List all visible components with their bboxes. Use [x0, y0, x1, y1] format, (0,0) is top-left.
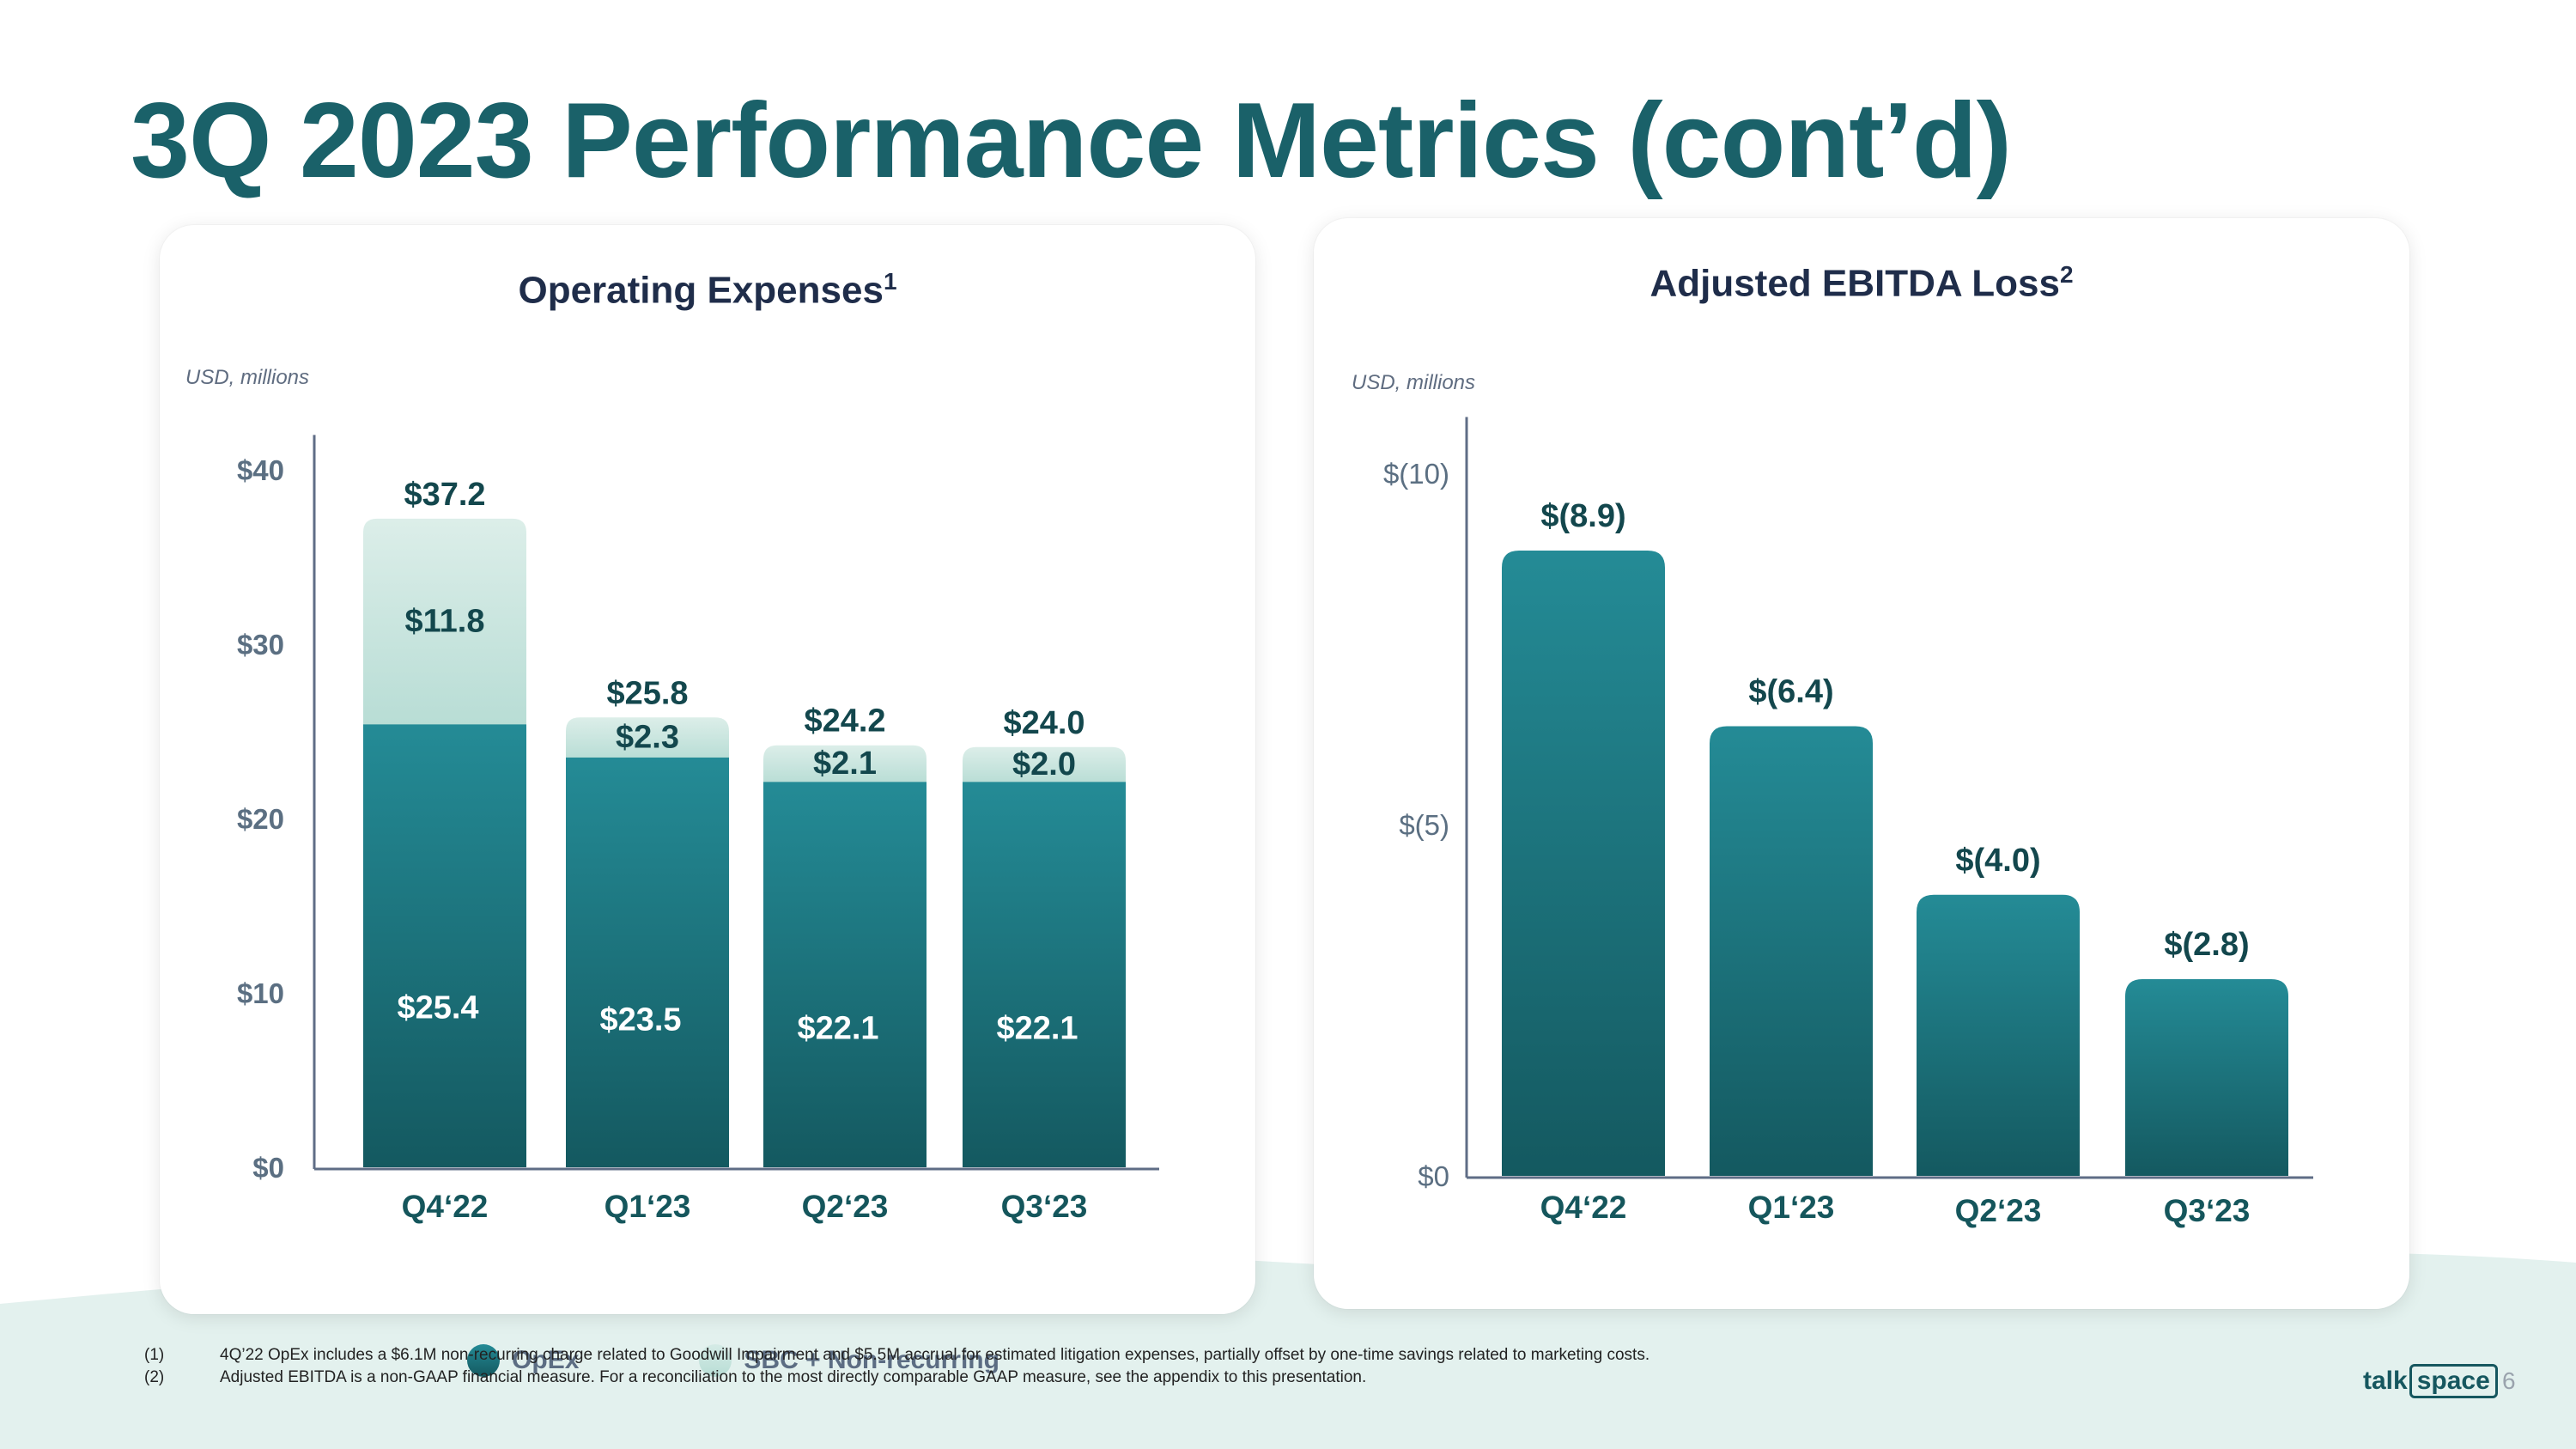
opex-bar [363, 724, 526, 1167]
legend-item-sbc: SBC + Non-recurring [699, 1342, 999, 1379]
opex-bar [566, 757, 729, 1167]
ebitda-bar [1917, 894, 2080, 1176]
ebitda-unit-label: USD, millions [1352, 371, 1476, 394]
total-value-label: $25.8 [606, 675, 688, 711]
ebitda-chart: $0 $(5) $(10) $(8.9) Q4‘22 $(6.4) Q1‘23 $(4.0) Q… [1383, 417, 2313, 1228]
sbc-bar [763, 745, 927, 784]
opex-chart-title: Operating Expenses1 [160, 268, 1255, 313]
page-title: 3Q 2023 Performance Metrics (cont’d) [131, 82, 2012, 200]
total-value-label: $37.2 [404, 477, 485, 513]
ebitda-chart-title: Adjusted EBITDA Loss2 [1314, 261, 2409, 306]
logo-text-space: space [2409, 1364, 2498, 1398]
x-category-label: Q2‘23 [1955, 1193, 2042, 1228]
talkspace-logo: talk space [2363, 1364, 2498, 1398]
sbc-value-label: $2.3 [616, 720, 679, 756]
x-category-label: Q3‘23 [2164, 1193, 2251, 1228]
ebitda-bar [1502, 550, 1665, 1176]
opex-value-label: $25.4 [397, 989, 478, 1026]
opex-unit-label: USD, millions [185, 366, 310, 389]
sbc-bar [363, 518, 526, 727]
footnote-2: (2) Adjusted EBITDA is a non-GAAP financ… [144, 1367, 1649, 1389]
y-tick-label: $10 [237, 977, 284, 1009]
x-category-label: Q4‘22 [402, 1189, 489, 1224]
ebitda-bar [1710, 726, 1873, 1176]
total-value-label: $24.0 [1003, 705, 1084, 741]
opex-chart: $0 $10 $20 $30 $40 $25.4 $11.8 $37.2 Q4‘22 $23.5 $… [237, 435, 1159, 1224]
ebitda-value-label: $(2.8) [2164, 927, 2249, 963]
footnote-number: (2) [144, 1368, 165, 1386]
opex-legend: OpEx SBC + Non-recurring [160, 1342, 1255, 1379]
y-tick-label: $(5) [1399, 809, 1449, 841]
opex-chart-title-text: Operating Expenses [518, 269, 884, 312]
opex-value-label: $23.5 [599, 1002, 681, 1038]
ebitda-value-label: $(8.9) [1540, 498, 1625, 534]
sbc-value-label: $2.1 [813, 746, 877, 782]
footnote-text: Adjusted EBITDA is a non-GAAP financial … [220, 1368, 1367, 1386]
sbc-value-label: $11.8 [405, 604, 485, 640]
ebitda-value-label: $(6.4) [1748, 673, 1833, 709]
opex-card: Operating Expenses1 USD, millions $0 $10 $… [160, 225, 1255, 1377]
sbc-bar [963, 746, 1126, 784]
footnotes: (1) 4Q’22 OpEx includes a $6.1M non-recu… [144, 1344, 1649, 1389]
ebitda-bar [2125, 978, 2288, 1176]
opex-legend-label: OpEx [512, 1346, 580, 1374]
ebitda-footnote-ref: 2 [2059, 261, 2074, 288]
sbc-legend-label: SBC + Non-recurring [744, 1346, 999, 1374]
x-category-label: Q2‘23 [802, 1189, 889, 1224]
ebitda-chart-title-text: Adjusted EBITDA Loss [1649, 262, 2060, 305]
y-tick-label: $0 [252, 1152, 284, 1184]
opex-bar [763, 782, 927, 1167]
footnote-1: (1) 4Q’22 OpEx includes a $6.1M non-recu… [144, 1344, 1649, 1367]
x-category-label: Q1‘23 [605, 1189, 691, 1224]
legend-item-opex: OpEx [467, 1342, 579, 1379]
sbc-legend-swatch [699, 1344, 732, 1377]
opex-legend-swatch [467, 1344, 501, 1377]
y-tick-label: $40 [237, 454, 284, 486]
y-tick-label: $0 [1418, 1160, 1449, 1192]
page-number: 6 [2502, 1367, 2516, 1394]
total-value-label: $24.2 [804, 703, 885, 740]
opex-footnote-ref: 1 [883, 268, 897, 295]
opex-value-label: $22.1 [996, 1010, 1078, 1046]
footnote-text: 4Q’22 OpEx includes a $6.1M non-recurrin… [220, 1346, 1650, 1364]
y-tick-label: $30 [237, 629, 284, 661]
x-category-label: Q1‘23 [1748, 1190, 1835, 1225]
sbc-bar [566, 717, 729, 759]
opex-value-label: $22.1 [797, 1010, 878, 1046]
opex-bar [963, 782, 1126, 1167]
footnote-number: (1) [144, 1346, 165, 1364]
y-tick-label: $(10) [1383, 458, 1449, 490]
logo-text-talk: talk [2363, 1367, 2408, 1395]
x-category-label: Q3‘23 [1001, 1189, 1088, 1224]
sbc-value-label: $2.0 [1012, 746, 1076, 782]
y-tick-label: $20 [237, 803, 284, 835]
ebitda-card: Adjusted EBITDA Loss2 USD, millions $0 $(… [1314, 218, 2409, 1309]
ebitda-value-label: $(4.0) [1955, 843, 2040, 879]
x-category-label: Q4‘22 [1540, 1190, 1627, 1225]
